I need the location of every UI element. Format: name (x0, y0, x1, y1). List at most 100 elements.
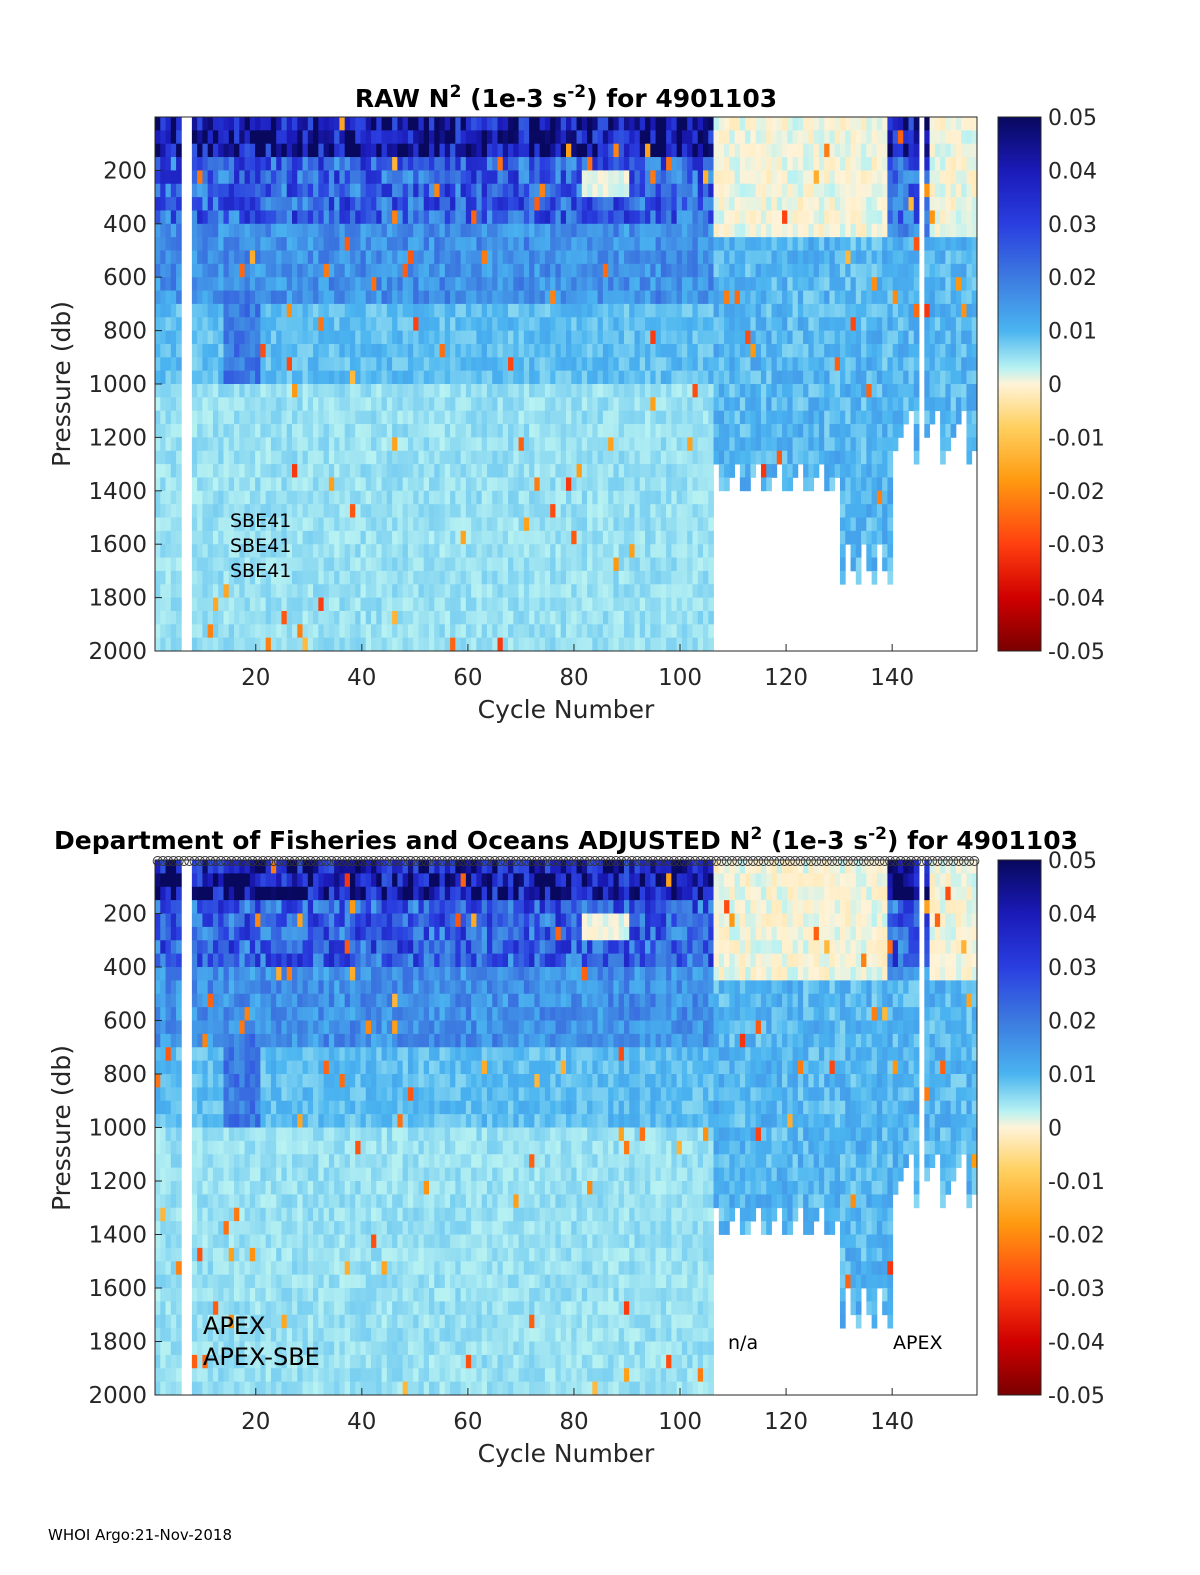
heat-cell (334, 637, 340, 652)
heat-cell (544, 303, 551, 318)
heat-cell (587, 504, 593, 518)
heat-cell (760, 237, 767, 251)
heat-cell (850, 397, 857, 412)
heat-cell (818, 183, 825, 198)
heat-cell (318, 143, 325, 158)
heat-cell (639, 303, 646, 318)
heat-cell (307, 330, 314, 345)
heat-cell (718, 210, 725, 225)
heat-cell (481, 557, 488, 572)
heat-cell (634, 530, 641, 545)
heat-cell (344, 504, 351, 518)
heat-cell (212, 410, 219, 425)
heat-cell (760, 223, 767, 238)
heat-cell (365, 637, 372, 652)
heat-cell (355, 117, 361, 131)
heat-cell (281, 290, 288, 305)
heat-cell (602, 570, 609, 585)
heat-cell (413, 210, 419, 225)
heat-cell (618, 130, 625, 145)
heat-cell (429, 183, 435, 198)
heat-cell (666, 170, 672, 185)
heat-cell (671, 450, 678, 465)
heat-cell (555, 357, 562, 372)
heat-cell (191, 570, 198, 585)
heat-cell (850, 170, 857, 185)
heat-cell (813, 170, 820, 185)
heat-cell (297, 223, 303, 238)
heat-cell (697, 183, 704, 198)
heat-cell (645, 450, 651, 465)
heat-cell (244, 530, 251, 545)
heat-cell (845, 530, 851, 545)
heat-cell (718, 464, 725, 478)
heat-cell (797, 143, 804, 158)
heat-cell (687, 384, 693, 398)
heat-cell (539, 437, 546, 452)
heat-cell (739, 397, 746, 412)
heat-cell (223, 397, 230, 412)
heat-cell (834, 183, 841, 198)
heat-cell (197, 450, 203, 465)
heat-cell (339, 504, 346, 518)
heat-cell (450, 330, 456, 345)
heat-cell (392, 250, 398, 265)
heat-cell (439, 290, 446, 305)
heat-cell (645, 490, 651, 505)
heat-cell (797, 157, 804, 171)
heat-cell (155, 143, 161, 158)
heat-cell (655, 343, 662, 358)
heat-cell (576, 450, 583, 465)
heat-cell (191, 303, 198, 318)
heat-cell (402, 530, 409, 545)
heat-cell (750, 450, 757, 465)
heat-cell (597, 303, 604, 318)
heat-cell (581, 357, 588, 372)
heat-cell (191, 410, 198, 425)
heat-cell (497, 130, 504, 145)
heat-cell (413, 570, 419, 585)
heat-cell (660, 143, 667, 158)
heat-cell (429, 610, 435, 625)
heat-cell (671, 143, 678, 158)
heat-cell (560, 370, 567, 385)
heat-cell (176, 410, 182, 425)
heat-cell (429, 490, 435, 505)
heat-cell (623, 290, 630, 305)
heat-cell (697, 117, 704, 131)
heat-cell (655, 117, 662, 131)
heat-cell (502, 464, 509, 478)
heat-cell (165, 477, 172, 492)
heat-cell (508, 303, 514, 318)
heat-cell (602, 117, 609, 131)
heat-cell (249, 597, 256, 612)
heat-cell (371, 290, 377, 305)
heat-cell (866, 117, 873, 131)
heat-cell (191, 357, 198, 372)
heat-cell (608, 117, 614, 131)
heat-cell (587, 597, 593, 612)
heat-cell (249, 277, 256, 291)
heat-cell (734, 130, 741, 145)
heat-cell (581, 597, 588, 612)
heat-cell (270, 504, 277, 518)
heat-cell (429, 343, 435, 358)
heat-cell (381, 597, 388, 612)
heat-cell (613, 597, 620, 612)
heat-cell (276, 277, 282, 291)
heat-cell (602, 317, 609, 331)
heat-cell (813, 250, 820, 265)
heat-cell (861, 170, 867, 185)
heat-cell (407, 637, 414, 652)
heat-cell (244, 597, 251, 612)
heat-cell (481, 290, 488, 305)
heat-cell (782, 317, 788, 331)
heat-cell (602, 237, 609, 251)
heat-cell (523, 530, 530, 545)
heat-cell (476, 437, 483, 452)
heat-cell (234, 330, 240, 345)
heat-cell (776, 223, 783, 238)
heat-cell (281, 410, 288, 425)
heat-cell (455, 530, 462, 545)
heat-cell (292, 437, 298, 452)
